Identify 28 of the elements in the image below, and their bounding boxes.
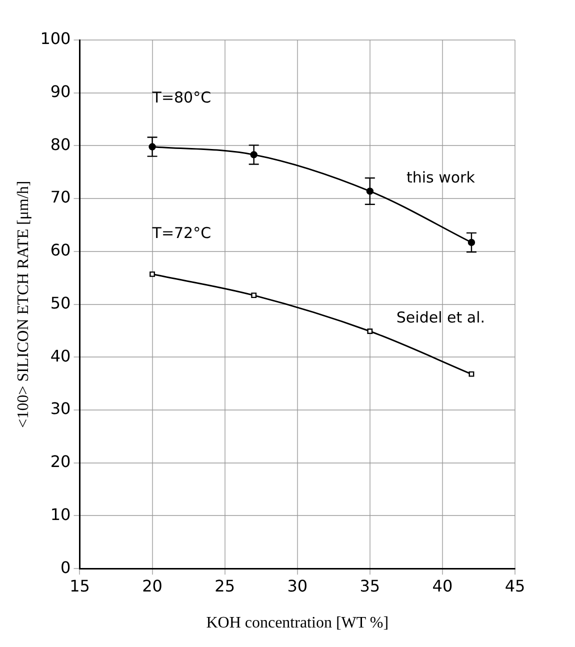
x-tick-label: 40 — [432, 576, 453, 596]
x-tick-label: 15 — [70, 576, 90, 596]
y-tick-label: 60 — [50, 240, 71, 260]
y-tick-label: 0 — [60, 558, 71, 577]
x-tick-label: 35 — [360, 576, 380, 596]
point — [367, 328, 373, 334]
x-axis-title: KOH concentration [WT %] — [206, 614, 389, 632]
y-tick-label: 20 — [50, 452, 71, 472]
y-tick-label: 90 — [50, 82, 71, 102]
x-tick-label: 25 — [214, 576, 236, 596]
point — [251, 292, 257, 298]
y-tick-label: 70 — [50, 188, 71, 207]
series-label: this work — [406, 168, 476, 187]
y-tick-label: 40 — [50, 346, 71, 366]
x-tick-label: 30 — [287, 576, 308, 596]
y-axis-title: <100> SILICON ETCH RATE [μm/h] — [14, 180, 32, 428]
y-tick-label: 10 — [50, 504, 71, 524]
y-tick-label: 80 — [50, 134, 71, 154]
x-tick-label: 45 — [504, 576, 526, 596]
y-tick-label: 50 — [50, 293, 71, 312]
x-tick-label: 20 — [142, 576, 162, 596]
y-tick-label: 100 — [40, 29, 71, 48]
point — [150, 271, 156, 277]
annotation: T=72°C — [151, 224, 212, 242]
annotation: T=80°C — [151, 88, 212, 107]
y-tick-label: 30 — [50, 399, 71, 418]
series-label: Seidel et al. — [396, 308, 485, 327]
point — [468, 371, 474, 377]
